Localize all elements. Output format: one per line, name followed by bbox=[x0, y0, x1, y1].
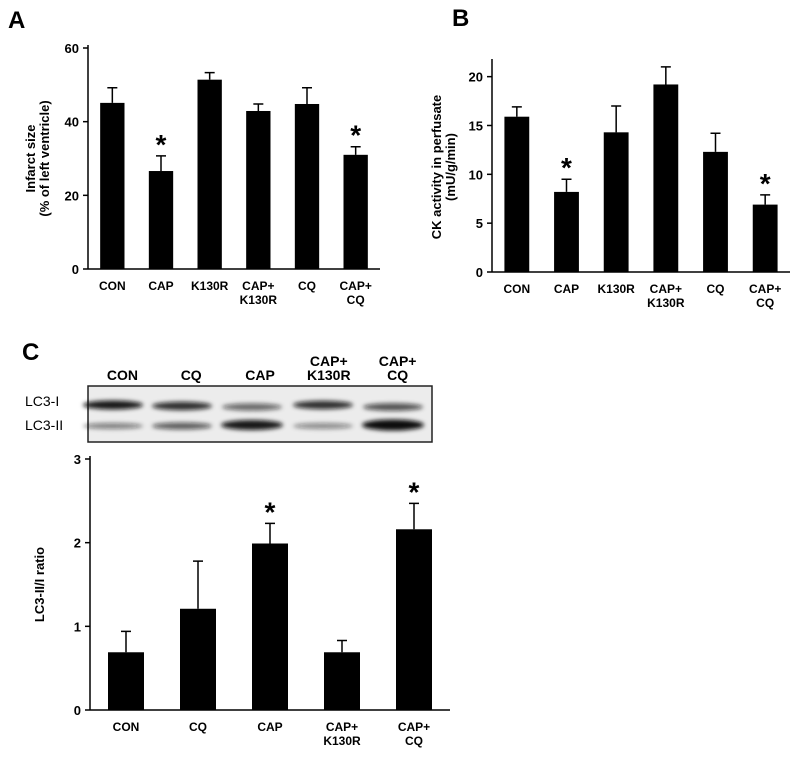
error-bar bbox=[193, 560, 203, 609]
bar bbox=[653, 84, 679, 272]
blot-lane-label: CQ bbox=[181, 367, 202, 383]
y-tick-label: 0 bbox=[74, 703, 81, 718]
blot-lane-label: CAP+ CQ bbox=[379, 353, 417, 383]
y-axis-label: CK activity in perfusate(mU/g/min) bbox=[429, 95, 458, 240]
error-bar bbox=[107, 87, 118, 103]
x-tick-label: CAP bbox=[554, 282, 579, 296]
error-bar bbox=[204, 71, 215, 80]
x-tick-label: CAP+ CQ bbox=[398, 720, 430, 748]
y-tick-label: 60 bbox=[65, 41, 79, 56]
blot-lane-label: CAP bbox=[245, 367, 275, 383]
error-bar bbox=[611, 105, 622, 133]
x-tick-label: CQ bbox=[707, 282, 725, 296]
blot-lane-label: CON bbox=[107, 367, 138, 383]
y-tick-label: 1 bbox=[74, 619, 81, 634]
x-tick-label: K130R bbox=[191, 279, 229, 293]
bar bbox=[108, 652, 144, 710]
bar bbox=[343, 154, 368, 269]
significance-marker: * bbox=[760, 168, 771, 199]
error-bar bbox=[660, 66, 671, 85]
y-tick-label: 0 bbox=[72, 262, 79, 277]
bar bbox=[100, 102, 125, 269]
blot-band-label: LC3-I bbox=[25, 393, 59, 409]
blot-image bbox=[83, 385, 433, 443]
bar bbox=[703, 151, 728, 272]
x-tick-label: CON bbox=[99, 279, 126, 293]
y-axis-label-group: LC3-II/I ratio bbox=[32, 547, 47, 622]
error-bar bbox=[253, 103, 264, 111]
significance-marker: * bbox=[561, 152, 572, 183]
error-bar bbox=[156, 155, 166, 172]
bar bbox=[324, 652, 360, 710]
error-bar bbox=[561, 178, 572, 192]
y-tick-label: 3 bbox=[74, 452, 81, 467]
panel-label: A bbox=[8, 7, 25, 34]
bar bbox=[180, 608, 216, 710]
y-tick-label: 15 bbox=[469, 118, 483, 133]
y-axis-label: LC3-II/I ratio bbox=[32, 547, 47, 622]
bar bbox=[294, 103, 320, 269]
bar bbox=[554, 191, 579, 272]
significance-marker: * bbox=[265, 496, 276, 527]
x-tick-label: CAP+ K130R bbox=[240, 279, 278, 307]
error-bar bbox=[337, 639, 347, 653]
x-tick-label: CAP+ K130R bbox=[323, 720, 361, 748]
y-tick-label: 0 bbox=[476, 265, 483, 280]
y-tick-label: 5 bbox=[476, 216, 483, 231]
significance-marker: * bbox=[156, 129, 167, 160]
significance-marker: * bbox=[409, 476, 420, 507]
error-bar bbox=[350, 145, 361, 155]
bar bbox=[148, 171, 174, 269]
blot-lane-label: CAP+ K130R bbox=[307, 353, 351, 383]
bar bbox=[504, 116, 530, 272]
bar bbox=[246, 110, 271, 269]
bar bbox=[603, 132, 629, 272]
error-bar bbox=[302, 87, 312, 104]
significance-marker: * bbox=[350, 120, 361, 151]
bar bbox=[396, 529, 432, 710]
x-tick-label: CQ bbox=[189, 720, 207, 734]
x-tick-label: CAP+ CQ bbox=[339, 279, 371, 307]
y-tick-label: 20 bbox=[65, 188, 79, 203]
y-tick-label: 2 bbox=[74, 536, 81, 551]
x-tick-label: CAP bbox=[148, 279, 173, 293]
y-tick-label: 40 bbox=[65, 115, 79, 130]
error-bar bbox=[511, 106, 522, 117]
bar bbox=[197, 79, 222, 269]
x-tick-label: CON bbox=[113, 720, 140, 734]
panel-label: B bbox=[452, 5, 469, 32]
x-tick-label: CQ bbox=[298, 279, 316, 293]
y-axis-label-group: Infarct size(% of left ventricle) bbox=[23, 100, 52, 216]
x-tick-label: CAP+ CQ bbox=[749, 282, 781, 310]
x-tick-label: CON bbox=[503, 282, 530, 296]
error-bar bbox=[760, 194, 771, 205]
bar bbox=[252, 543, 288, 710]
y-axis-label: Infarct size(% of left ventricle) bbox=[23, 100, 52, 216]
bar bbox=[752, 204, 778, 272]
y-axis-label-group: CK activity in perfusate(mU/g/min) bbox=[429, 95, 458, 240]
y-tick-label: 10 bbox=[469, 167, 483, 182]
x-tick-label: CAP bbox=[257, 720, 282, 734]
x-tick-label: CAP+ K130R bbox=[647, 282, 685, 310]
panel-label: C bbox=[22, 339, 39, 366]
y-tick-label: 20 bbox=[469, 70, 483, 85]
error-bar bbox=[121, 630, 131, 653]
error-bar bbox=[710, 132, 721, 152]
blot-band-label: LC3-II bbox=[25, 417, 63, 433]
error-bar bbox=[409, 502, 419, 530]
error-bar bbox=[265, 522, 275, 544]
x-tick-label: K130R bbox=[597, 282, 635, 296]
